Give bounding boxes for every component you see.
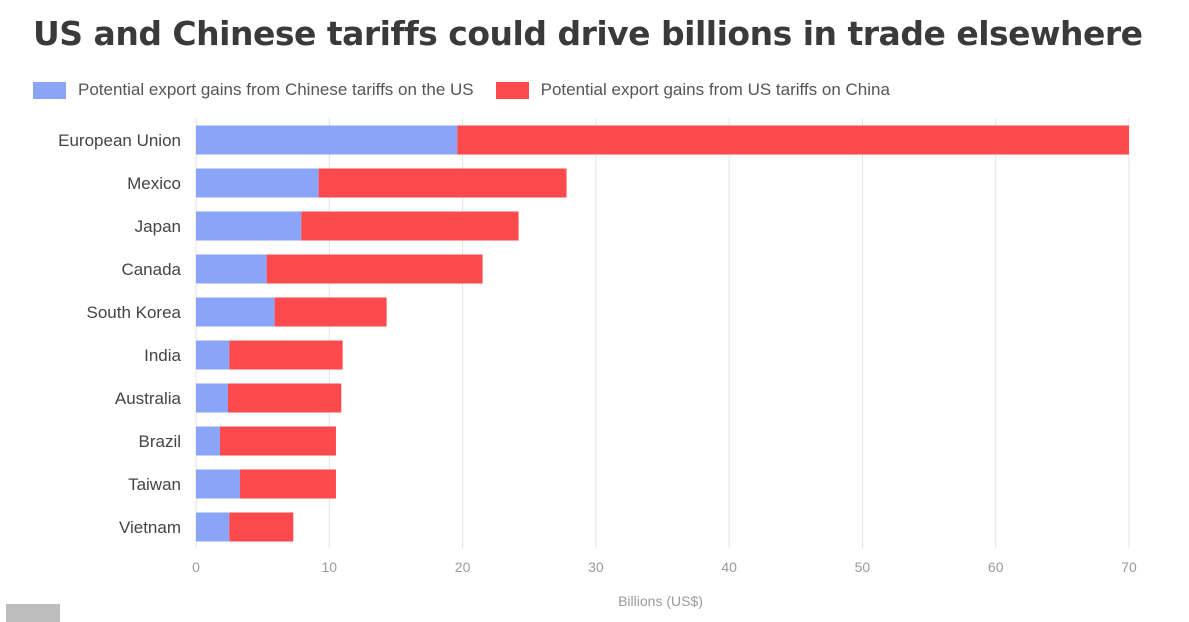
bar-segment-china-tariffs <box>196 168 319 198</box>
bar-segment-us-tariffs <box>229 512 294 542</box>
bar-segment-china-tariffs <box>196 340 230 370</box>
category-label: Australia <box>115 389 182 408</box>
bar-segment-us-tariffs <box>274 297 387 327</box>
bar-segment-china-tariffs <box>196 469 240 499</box>
bar-segment-china-tariffs <box>196 211 302 241</box>
bar-segment-us-tariffs <box>227 383 342 413</box>
bar-segment-us-tariffs <box>239 469 336 499</box>
bar-segment-china-tariffs <box>196 125 458 155</box>
x-tick-label: 60 <box>988 559 1004 575</box>
chart-title: US and Chinese tariffs could drive billi… <box>33 14 1143 53</box>
bar-segment-china-tariffs <box>196 254 267 284</box>
x-tick-label: 70 <box>1121 559 1137 575</box>
legend-label-us-tariffs: Potential export gains from US tariffs o… <box>540 80 890 99</box>
bar-segment-us-tariffs <box>318 168 567 198</box>
bar-segment-china-tariffs <box>196 297 275 327</box>
bar-segment-us-tariffs <box>219 426 336 456</box>
bar-segment-china-tariffs <box>196 426 220 456</box>
x-tick-label: 30 <box>588 559 604 575</box>
legend-swatch-red <box>495 81 529 99</box>
legend-item-china-tariffs: Potential export gains from Chinese tari… <box>33 80 474 100</box>
bar-segment-us-tariffs <box>457 125 1129 155</box>
bar-segment-china-tariffs <box>196 383 228 413</box>
category-label: South Korea <box>86 303 181 322</box>
category-label: Brazil <box>138 432 181 451</box>
bar-segment-us-tariffs <box>301 211 519 241</box>
category-label: Japan <box>135 217 181 236</box>
category-label: India <box>144 346 181 365</box>
bar-segment-china-tariffs <box>196 512 230 542</box>
category-label: European Union <box>58 131 181 150</box>
x-tick-label: 20 <box>455 559 471 575</box>
x-tick-label: 10 <box>321 559 337 575</box>
corner-badge <box>6 604 60 622</box>
x-axis-title: Billions (US$) <box>618 593 703 609</box>
category-label: Mexico <box>127 174 181 193</box>
category-label: Vietnam <box>119 518 181 537</box>
x-tick-label: 0 <box>192 559 200 575</box>
legend-item-us-tariffs: Potential export gains from US tariffs o… <box>495 80 890 100</box>
bar-segment-us-tariffs <box>266 254 483 284</box>
category-label: Canada <box>121 260 181 279</box>
x-tick-label: 40 <box>721 559 737 575</box>
legend-label-china-tariffs: Potential export gains from Chinese tari… <box>78 80 474 99</box>
chart-legend: Potential export gains from Chinese tari… <box>33 80 912 100</box>
bar-segment-us-tariffs <box>229 340 343 370</box>
category-label: Taiwan <box>128 475 181 494</box>
legend-swatch-blue <box>33 81 66 99</box>
x-tick-label: 50 <box>855 559 871 575</box>
